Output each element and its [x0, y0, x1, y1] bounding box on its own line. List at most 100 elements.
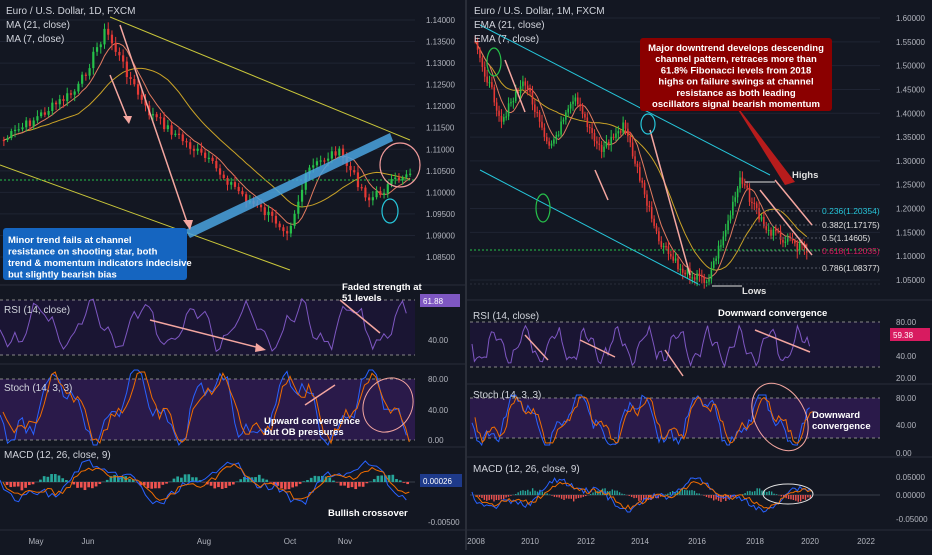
right-candle [534, 104, 536, 111]
text-line: Upward convergence [264, 416, 360, 427]
right-candle [489, 82, 491, 83]
right-price-tick: 1.40000 [896, 109, 925, 118]
left-candle [36, 116, 38, 120]
left-candle [279, 224, 281, 228]
right-macd-bar [752, 492, 753, 495]
left-macd-bar [358, 482, 361, 487]
left-price-tick: 1.11000 [426, 145, 455, 154]
right-candle [739, 178, 741, 189]
right-macd-bar [686, 490, 687, 495]
right-candle [749, 188, 751, 202]
left-candle [126, 62, 128, 77]
right-macd-bar [556, 495, 557, 497]
left-candle [208, 158, 210, 159]
left-legend-ma21: MA (21, close) [6, 20, 70, 31]
right-macd-bar [694, 491, 695, 495]
right-price-tick: 1.55000 [896, 38, 925, 47]
right-price-tick: 1.10000 [896, 252, 925, 261]
right-stoch-label: Stoch (14, 3, 3) [473, 390, 541, 401]
right-macd-bar [718, 495, 719, 501]
right-rsi-tick: 80.00 [896, 318, 917, 327]
right-macd-bar [754, 491, 755, 495]
right-candle [596, 141, 598, 143]
left-candle [21, 127, 23, 129]
right-candle [754, 203, 756, 204]
left-candle [152, 114, 154, 115]
left-macd-bar [343, 482, 346, 486]
left-legend-ma7: MA (7, close) [6, 34, 64, 45]
right-candle [656, 226, 658, 231]
right-candle [684, 273, 686, 275]
right-price-tick: 1.30000 [896, 157, 925, 166]
right-macd-bar [703, 495, 704, 496]
left-candle [182, 134, 184, 141]
right-candle [606, 142, 608, 147]
left-candle [44, 112, 46, 114]
right-macd-bar [636, 495, 637, 498]
fib-label: 0.382(1.17175) [822, 220, 880, 230]
right-macd-bar [568, 495, 569, 499]
left-candle [40, 112, 42, 116]
right-candle [660, 241, 662, 247]
right-candle [587, 117, 589, 127]
right-candle [598, 144, 600, 145]
left-candle [327, 159, 329, 161]
left-macd-bar [165, 482, 168, 484]
left-macd-bar [280, 482, 283, 488]
left-candle [74, 91, 76, 94]
right-price-tick: 1.60000 [896, 14, 925, 23]
left-candle [118, 52, 120, 55]
right-macd-bar [554, 495, 555, 497]
left-macd-bar [239, 479, 242, 482]
right-candle [479, 50, 481, 58]
right-candle [773, 229, 775, 235]
left-price-tick: 1.09500 [426, 210, 455, 219]
fib-label: 0.5(1.14605) [822, 233, 870, 243]
left-candle [301, 190, 303, 202]
right-macd-bar [667, 494, 668, 495]
left-macd-bar [158, 482, 161, 488]
left-macd-bar [32, 482, 35, 484]
right-candle [677, 258, 679, 269]
right-macd-bar [759, 488, 760, 495]
left-macd-bar [365, 482, 368, 483]
text-line: convergence [812, 421, 871, 432]
text-line: channel pattern, retraces more than [655, 54, 817, 65]
left-candle [334, 151, 336, 155]
left-macd-bar [61, 478, 64, 482]
right-rsi-note: Downward convergence [718, 308, 827, 319]
right-chart-title: Euro / U.S. Dollar, 1M, FXCM [474, 6, 605, 17]
left-macd-bar [340, 482, 343, 486]
left-candle [70, 93, 72, 94]
right-candle [723, 237, 725, 246]
left-rsi-value-tag: 61.88 [423, 297, 444, 306]
left-macd-bar [291, 482, 294, 487]
right-candle [563, 120, 565, 122]
left-candle [193, 149, 195, 151]
right-candle [567, 109, 569, 113]
right-candle [529, 89, 531, 92]
right-macd-bar [619, 492, 620, 495]
left-candle [260, 205, 262, 207]
right-macd-bar [583, 495, 584, 497]
right-candle [758, 208, 760, 220]
right-macd-bar [481, 495, 482, 498]
right-macd-bar [542, 492, 543, 495]
right-candle [756, 204, 758, 208]
right-rsi-value-tag: 59.38 [893, 331, 914, 340]
left-price-tick: 1.13500 [426, 38, 455, 47]
left-macd-bar [210, 482, 213, 486]
left-candle [219, 168, 221, 174]
right-candle [796, 243, 798, 251]
right-macd-bar [689, 490, 690, 495]
left-candle [174, 134, 176, 135]
left-candle [241, 191, 243, 194]
left-candle [316, 161, 318, 165]
right-macd-bar [476, 495, 477, 496]
right-macd-bar [493, 495, 494, 501]
right-macd-bar [691, 490, 692, 495]
left-candle [361, 187, 363, 188]
left-macd-bar [295, 482, 298, 486]
